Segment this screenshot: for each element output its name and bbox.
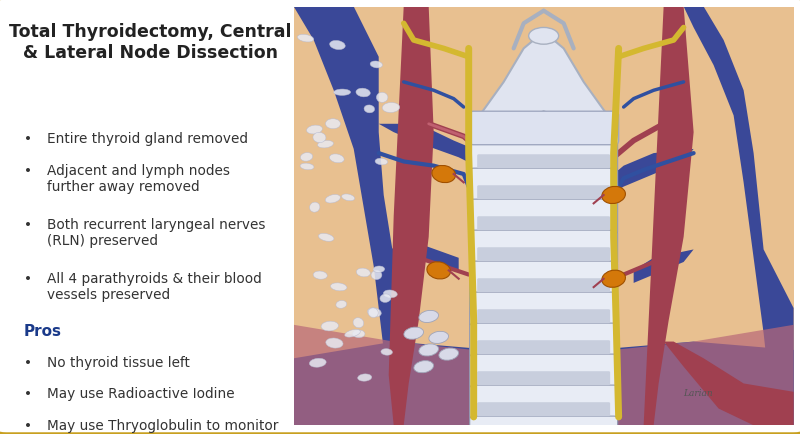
Polygon shape <box>604 149 694 199</box>
Ellipse shape <box>373 266 385 273</box>
Ellipse shape <box>602 186 626 204</box>
FancyBboxPatch shape <box>477 216 610 230</box>
Polygon shape <box>294 325 794 425</box>
Ellipse shape <box>356 268 370 277</box>
Text: •: • <box>24 132 32 146</box>
Ellipse shape <box>300 153 313 161</box>
Polygon shape <box>634 250 694 283</box>
Ellipse shape <box>313 132 326 143</box>
Ellipse shape <box>439 348 458 360</box>
FancyBboxPatch shape <box>470 261 618 296</box>
Ellipse shape <box>419 344 438 356</box>
Ellipse shape <box>383 290 398 298</box>
Polygon shape <box>474 32 614 141</box>
Text: •: • <box>24 164 32 178</box>
Ellipse shape <box>318 141 334 148</box>
FancyBboxPatch shape <box>477 402 610 416</box>
Ellipse shape <box>318 233 334 241</box>
FancyBboxPatch shape <box>477 154 610 168</box>
Ellipse shape <box>306 125 322 134</box>
Ellipse shape <box>432 165 455 183</box>
Text: All 4 parathyroids & their blood
vessels preserved: All 4 parathyroids & their blood vessels… <box>46 272 262 302</box>
Ellipse shape <box>353 318 364 328</box>
FancyBboxPatch shape <box>477 309 610 323</box>
Ellipse shape <box>529 27 558 44</box>
FancyBboxPatch shape <box>470 416 618 434</box>
Text: No thyroid tissue left: No thyroid tissue left <box>46 356 190 370</box>
Polygon shape <box>389 7 434 425</box>
Ellipse shape <box>336 300 346 308</box>
Ellipse shape <box>429 331 449 343</box>
FancyBboxPatch shape <box>477 433 610 434</box>
Ellipse shape <box>353 330 365 338</box>
Text: May use Thryoglobulin to monitor: May use Thryoglobulin to monitor <box>46 419 278 433</box>
Ellipse shape <box>334 89 350 95</box>
FancyBboxPatch shape <box>469 111 618 145</box>
Ellipse shape <box>298 34 314 42</box>
Text: •: • <box>24 272 32 286</box>
Ellipse shape <box>375 158 388 165</box>
Polygon shape <box>384 245 458 270</box>
FancyBboxPatch shape <box>470 199 618 234</box>
Ellipse shape <box>427 262 450 279</box>
FancyBboxPatch shape <box>477 340 610 354</box>
FancyBboxPatch shape <box>470 323 618 358</box>
Ellipse shape <box>313 271 327 279</box>
Text: •: • <box>24 356 32 370</box>
Ellipse shape <box>367 308 382 317</box>
Text: Both recurrent laryngeal nerves
(RLN) preserved: Both recurrent laryngeal nerves (RLN) pr… <box>46 217 265 248</box>
Ellipse shape <box>370 61 382 68</box>
Polygon shape <box>294 7 404 425</box>
Text: Adjacent and lymph nodes
further away removed: Adjacent and lymph nodes further away re… <box>46 164 230 194</box>
FancyBboxPatch shape <box>470 292 618 327</box>
Ellipse shape <box>381 349 393 355</box>
Ellipse shape <box>404 327 423 339</box>
Text: May use Radioactive Iodine: May use Radioactive Iodine <box>46 387 234 401</box>
Polygon shape <box>684 7 794 425</box>
FancyBboxPatch shape <box>470 137 618 172</box>
Ellipse shape <box>380 294 391 302</box>
Ellipse shape <box>345 329 361 337</box>
FancyBboxPatch shape <box>477 371 610 385</box>
Text: •: • <box>24 419 32 433</box>
Text: Pros: Pros <box>24 324 62 339</box>
Ellipse shape <box>376 92 388 102</box>
FancyBboxPatch shape <box>470 230 618 265</box>
Ellipse shape <box>330 154 344 163</box>
Ellipse shape <box>414 361 434 373</box>
Text: Larian: Larian <box>684 389 714 398</box>
FancyBboxPatch shape <box>470 168 618 204</box>
FancyBboxPatch shape <box>477 278 610 292</box>
Ellipse shape <box>326 338 343 348</box>
Ellipse shape <box>310 358 326 367</box>
Ellipse shape <box>602 270 626 287</box>
Ellipse shape <box>356 88 370 97</box>
Polygon shape <box>664 342 794 425</box>
Text: •: • <box>24 217 32 232</box>
Ellipse shape <box>382 102 400 112</box>
Ellipse shape <box>326 194 340 203</box>
Ellipse shape <box>368 308 378 318</box>
Ellipse shape <box>330 40 346 49</box>
Text: Total Thyroidectomy, Central
& Lateral Node Dissection: Total Thyroidectomy, Central & Lateral N… <box>9 23 291 62</box>
Ellipse shape <box>419 310 438 322</box>
Polygon shape <box>294 342 794 425</box>
Text: Entire thyroid gland removed: Entire thyroid gland removed <box>46 132 248 146</box>
Ellipse shape <box>342 194 354 201</box>
FancyBboxPatch shape <box>477 185 610 199</box>
FancyBboxPatch shape <box>477 247 610 261</box>
Text: •: • <box>24 387 32 401</box>
FancyBboxPatch shape <box>470 385 618 420</box>
Ellipse shape <box>330 283 347 291</box>
Ellipse shape <box>358 374 372 381</box>
FancyBboxPatch shape <box>470 354 618 389</box>
Ellipse shape <box>300 163 314 170</box>
Ellipse shape <box>364 105 374 113</box>
Ellipse shape <box>310 202 320 212</box>
Polygon shape <box>644 7 694 425</box>
Ellipse shape <box>371 270 382 279</box>
Polygon shape <box>378 124 484 170</box>
Ellipse shape <box>326 119 341 129</box>
Ellipse shape <box>321 321 338 331</box>
